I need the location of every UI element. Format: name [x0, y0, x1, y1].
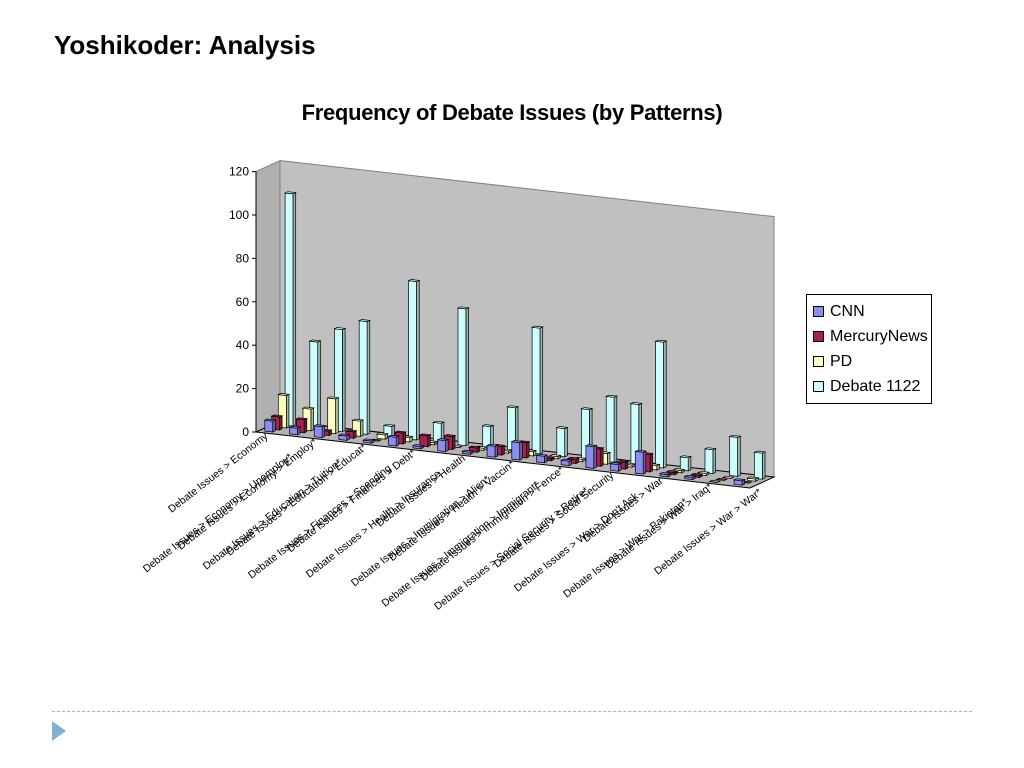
footer-divider: [52, 711, 972, 712]
chart-legend: CNN MercuryNews PD Debate 1122: [806, 294, 932, 404]
bar-cnn-9: [485, 443, 499, 458]
bar-cnn-15: [634, 449, 648, 475]
legend-label-debate-1122: Debate 1122: [830, 377, 921, 395]
y-tick-label: 60: [236, 295, 250, 309]
bar-cnn-11: [535, 453, 549, 464]
bar-cnn-6: [411, 444, 425, 450]
bar-debate-1122-11: [555, 426, 569, 458]
bar-mercurynews-5: [393, 430, 407, 445]
bar-pd-4: [375, 432, 389, 440]
bar-cnn-8: [461, 449, 475, 455]
bar-cnn-10: [510, 440, 524, 461]
bar-debate-1122-6: [431, 420, 446, 444]
legend-swatch-mercurynews: [813, 331, 824, 342]
legend-swatch-pd: [813, 356, 824, 367]
bar-debate-1122-3: [357, 319, 372, 435]
y-tick-label: 20: [236, 382, 250, 396]
bar-cnn-14: [609, 462, 623, 472]
slide-bullet-arrow-icon: [52, 721, 66, 741]
bar-mercurynews-18: [714, 477, 728, 481]
bar-cnn-19: [732, 478, 746, 486]
bar-pd-18: [721, 475, 735, 479]
bar-cnn-17: [683, 474, 697, 481]
x-tick-label: Debate Issues > Economy: [166, 430, 271, 516]
bar-cnn-3: [337, 433, 351, 441]
y-tick-label: 0: [242, 425, 249, 439]
legend-label-pd: PD: [830, 352, 853, 370]
x-tick-label: Debate Issues > War > War*: [652, 486, 764, 577]
bar-pd-17: [696, 470, 711, 477]
y-tick-label: 80: [236, 251, 250, 265]
bar-debate-1122-14: [629, 402, 643, 466]
bar-debate-1122-7: [456, 306, 470, 447]
legend-swatch-debate-1122: [813, 381, 824, 392]
bar-pd-19: [746, 476, 760, 482]
legend-item-debate-1122: Debate 1122: [813, 374, 931, 399]
y-tick-label: 40: [236, 338, 250, 352]
bar-cnn-18: [708, 479, 722, 483]
y-tick-label: 100: [229, 208, 249, 222]
bar-debate-1122-16: [678, 455, 693, 472]
bar-debate-1122-10: [530, 325, 545, 455]
bar-mercurynews-6: [418, 433, 432, 448]
bar-cnn-1: [288, 425, 302, 436]
bar-cnn-12: [559, 458, 573, 467]
legend-label-mercurynews: MercuryNews: [830, 327, 928, 345]
bar-debate-1122-0: [283, 191, 297, 427]
bar-cnn-4: [362, 438, 376, 444]
bar-mercurynews-8: [467, 445, 481, 453]
bar-debate-1122-13: [604, 394, 619, 463]
bar-pd-2: [326, 396, 340, 435]
legend-item-cnn: CNN: [813, 299, 931, 324]
legend-item-pd: PD: [813, 349, 931, 374]
bar-debate-1122-9: [506, 405, 520, 452]
chart-bars: [263, 191, 767, 486]
bar-debate-1122-19: [753, 450, 767, 480]
legend-swatch-cnn: [813, 306, 824, 317]
bar-debate-1122-17: [703, 447, 717, 475]
slide-title: Yoshikoder: Analysis: [54, 30, 316, 60]
legend-item-mercurynews: MercuryNews: [813, 324, 931, 349]
bar-debate-1122-5: [407, 279, 421, 441]
side-wall: [255, 159, 281, 433]
y-tick-label: 120: [229, 165, 249, 179]
chart-title: Frequency of Debate Issues (by Patterns): [301, 100, 723, 125]
bar-cnn-7: [436, 438, 450, 453]
bar-cnn-16: [658, 472, 672, 478]
y-axis: 0 20 40 60 80 100 120: [229, 165, 257, 439]
bar-cnn-0: [263, 418, 277, 433]
bar-cnn-5: [387, 434, 401, 447]
bar-debate-1122-18: [728, 434, 742, 477]
bar-cnn-2: [312, 424, 326, 439]
bar-cnn-13: [584, 444, 598, 469]
legend-label-cnn: CNN: [830, 302, 865, 320]
bar-debate-1122-15: [654, 339, 668, 469]
